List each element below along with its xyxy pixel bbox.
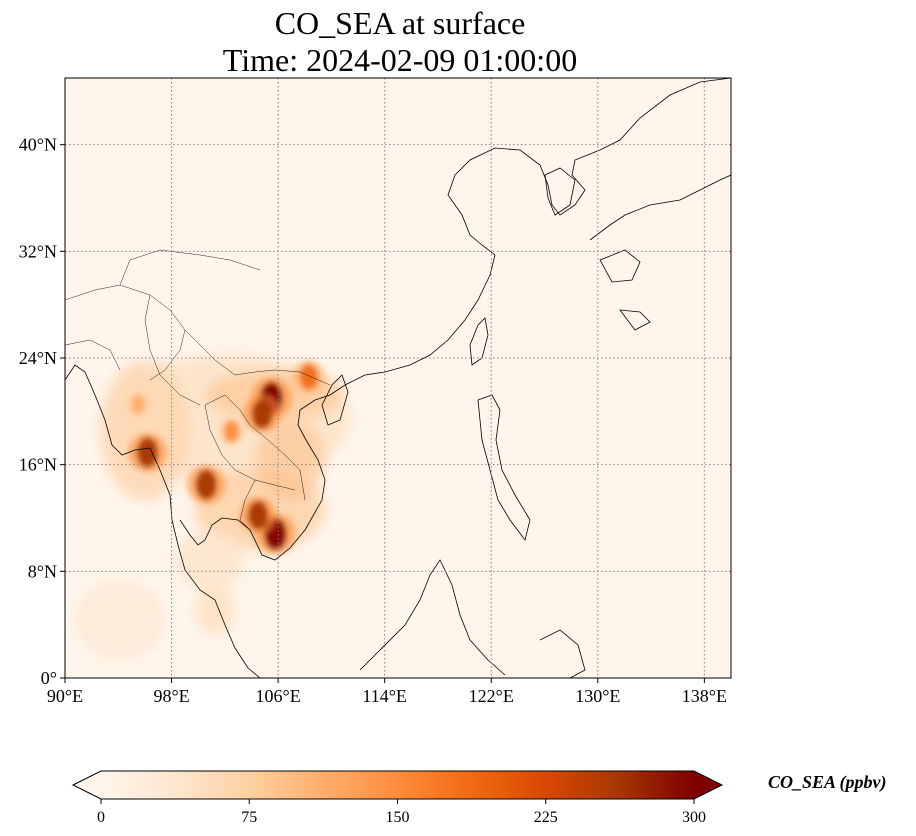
colorbar-tick-label: 0 (97, 809, 105, 826)
co-hotspot (131, 395, 146, 415)
colorbar-tick-label: 75 (241, 809, 257, 826)
country-borders (65, 249, 331, 531)
co-hotspot (299, 364, 318, 390)
co-hotspot (137, 437, 159, 468)
colorbar-tick-label: 225 (534, 809, 558, 826)
colorbar-max-extension (694, 771, 722, 799)
lat-tick-label: 40°N (19, 135, 57, 155)
colorbar-label: CO_SEA (ppbv) (768, 772, 887, 792)
colorbar-min-extension (73, 771, 101, 799)
map-title: CO_SEA at surface (274, 5, 526, 41)
co-hotspot (248, 500, 269, 530)
co-hotspot (251, 399, 273, 429)
co-hotspot (195, 469, 217, 500)
colorbar-tick-label: 300 (682, 809, 706, 826)
lon-tick-label: 138°E (682, 686, 727, 706)
coastlines (65, 78, 731, 678)
lat-tick-label: 24°N (19, 348, 57, 368)
map-subtitle-time: Time: 2024-02-09 01:00:00 (222, 42, 578, 78)
lon-tick-label: 98°E (153, 686, 189, 706)
colorbar-tick-label: 150 (386, 809, 410, 826)
graticule (65, 78, 731, 678)
map-frame (64, 77, 732, 679)
co-hotspot (223, 420, 240, 443)
lon-tick-label: 114°E (362, 686, 407, 706)
lon-tick-label: 130°E (575, 686, 620, 706)
colorbar-gradient (101, 771, 694, 799)
lat-tick-label: 8°N (28, 561, 57, 581)
lat-tick-label: 32°N (19, 241, 57, 261)
lon-tick-label: 122°E (469, 686, 514, 706)
lat-tick-label: 16°N (19, 455, 57, 475)
lon-tick-label: 106°E (256, 686, 301, 706)
colorbar: 0 75 150 225 300 (71, 770, 724, 826)
lon-tick-label: 90°E (47, 686, 83, 706)
lat-tick-label: 0° (41, 668, 57, 688)
